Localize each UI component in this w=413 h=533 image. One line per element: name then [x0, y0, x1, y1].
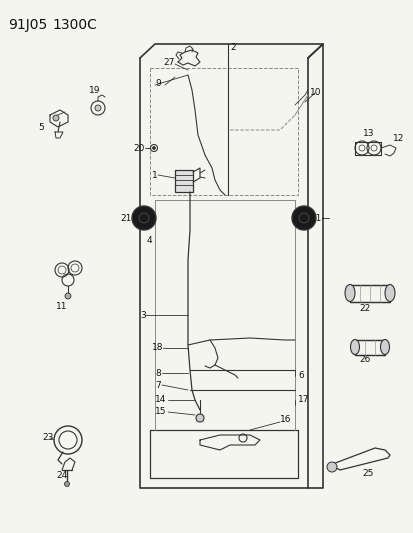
Text: 26: 26 [358, 356, 370, 365]
Text: 7: 7 [154, 381, 160, 390]
Circle shape [95, 105, 101, 111]
Text: 17: 17 [297, 395, 309, 405]
Text: 5: 5 [38, 123, 44, 132]
Text: 15: 15 [154, 408, 166, 416]
Circle shape [64, 481, 69, 487]
Text: 13: 13 [362, 128, 374, 138]
Text: 1300C: 1300C [52, 18, 97, 32]
Text: 27: 27 [163, 58, 174, 67]
Text: 22: 22 [358, 303, 370, 312]
Circle shape [53, 115, 59, 121]
Ellipse shape [344, 285, 354, 302]
Circle shape [291, 206, 315, 230]
Circle shape [152, 147, 155, 149]
Circle shape [326, 462, 336, 472]
Ellipse shape [380, 340, 389, 354]
Text: 2: 2 [230, 43, 235, 52]
Text: 6: 6 [297, 370, 303, 379]
Text: 21—: 21— [309, 214, 330, 222]
Text: 19: 19 [89, 85, 100, 94]
Text: 10: 10 [309, 87, 321, 96]
Text: 8: 8 [154, 368, 160, 377]
Text: 4: 4 [147, 236, 152, 245]
Text: 16: 16 [279, 416, 291, 424]
Bar [175, 170, 192, 192]
Circle shape [65, 293, 71, 299]
Text: 11: 11 [56, 302, 68, 311]
Text: 25: 25 [361, 469, 373, 478]
Circle shape [132, 206, 156, 230]
Text: 91J05: 91J05 [8, 18, 47, 32]
Text: 12: 12 [392, 133, 404, 142]
Ellipse shape [384, 285, 394, 302]
Circle shape [195, 414, 204, 422]
Ellipse shape [350, 340, 358, 354]
Text: 20: 20 [133, 143, 144, 152]
Text: 21: 21 [120, 214, 131, 222]
Text: 18: 18 [152, 343, 163, 352]
Text: 3: 3 [140, 311, 145, 319]
Text: 14: 14 [154, 395, 166, 405]
Text: 24: 24 [56, 472, 67, 481]
Text: 23: 23 [42, 433, 53, 442]
Text: 9: 9 [154, 78, 160, 87]
Circle shape [298, 213, 308, 223]
Circle shape [139, 213, 149, 223]
Text: 1: 1 [152, 171, 157, 180]
